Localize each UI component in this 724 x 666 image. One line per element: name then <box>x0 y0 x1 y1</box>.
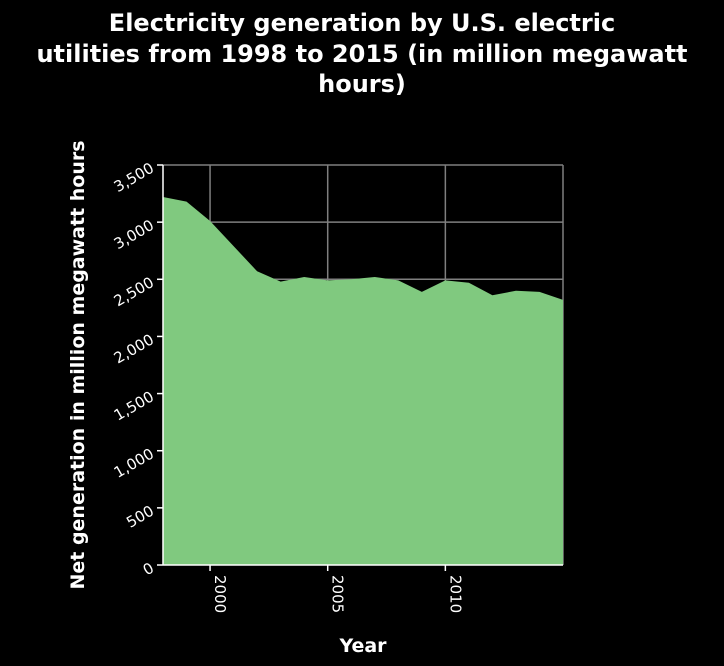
x-axis-label: Year <box>338 635 387 657</box>
y-tick-label-1500: 1,500 <box>111 387 157 424</box>
chart-title-line-1: Electricity generation by U.S. electric <box>109 9 615 37</box>
y-tick-label-2000: 2,000 <box>111 330 157 367</box>
x-axis-ticks: 2000 2005 2010 <box>209 565 464 613</box>
y-tick-label-3000: 3,000 <box>111 216 157 253</box>
y-tick-label-500: 500 <box>123 502 157 532</box>
axes <box>162 165 563 566</box>
y-tick-label-3500: 3,500 <box>111 159 157 196</box>
y-axis-ticks: 0 500 1,000 1,500 2,000 2,500 3,000 3,500 <box>111 159 163 579</box>
series-area <box>163 197 563 565</box>
y-tick-label-0: 0 <box>140 559 157 579</box>
y-axis-label: Net generation in million megawatt hours <box>67 140 89 589</box>
x-tick-label-2005: 2005 <box>329 575 347 613</box>
chart-title-line-2: utilities from 1998 to 2015 (in million … <box>36 40 687 68</box>
chart-title-line-3: hours) <box>318 70 406 98</box>
x-tick-label-2000: 2000 <box>211 575 229 613</box>
x-tick-label-2010: 2010 <box>446 575 464 613</box>
chart-title: Electricity generation by U.S. electric … <box>36 9 687 98</box>
y-tick-label-2500: 2,500 <box>111 273 157 310</box>
y-tick-label-1000: 1,000 <box>111 445 157 482</box>
area-series <box>163 197 563 565</box>
